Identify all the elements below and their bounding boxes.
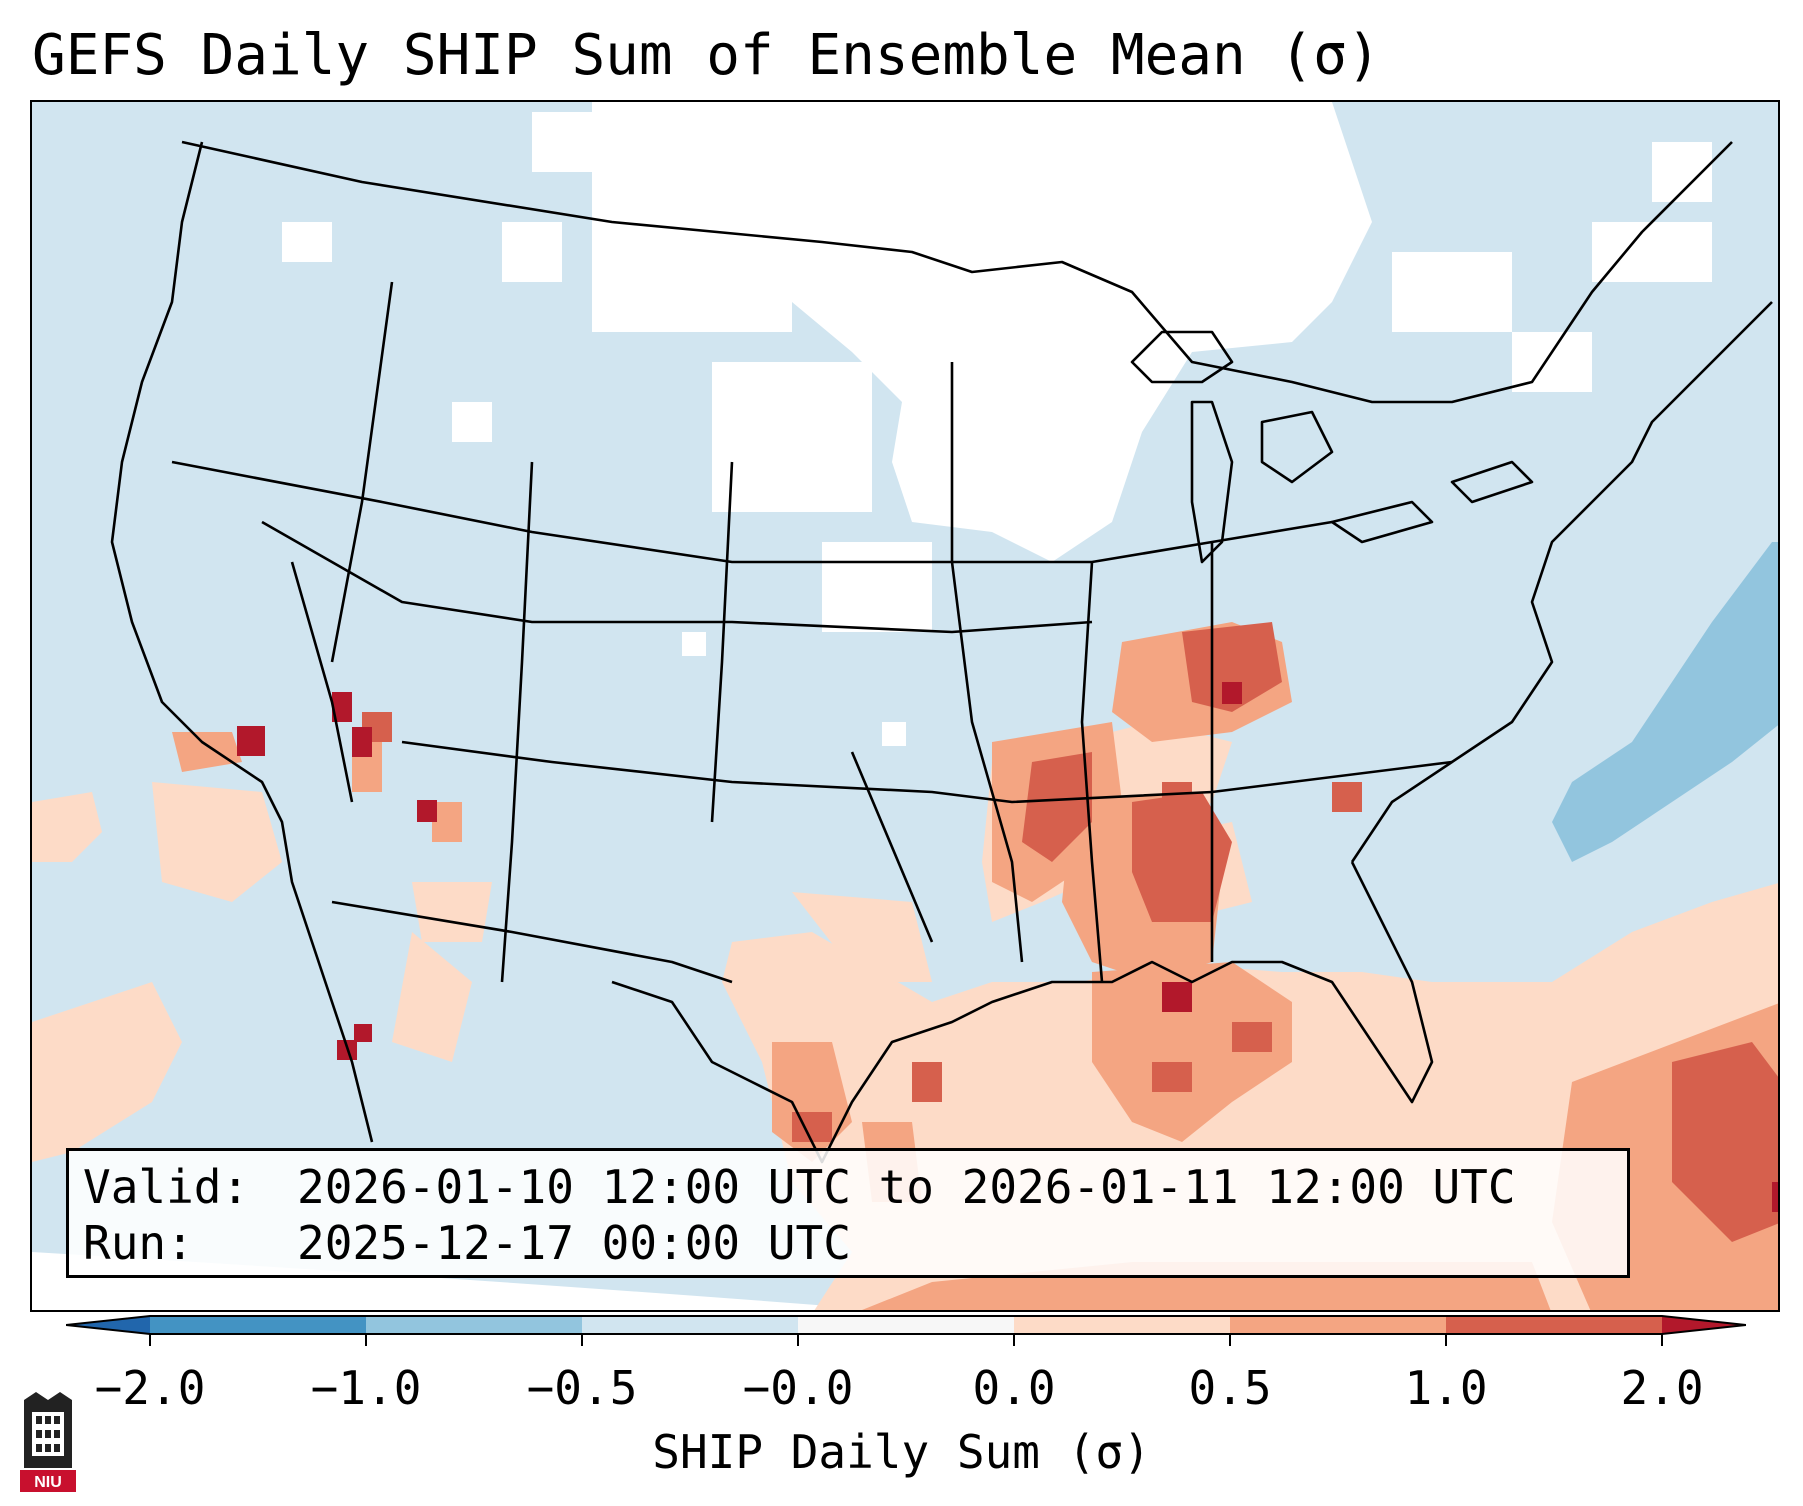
colorbar-bin (150, 1316, 367, 1334)
valid-time-line: Valid: 2026-01-10 12:00 UTC to 2026-01-11… (83, 1159, 1613, 1215)
niu-logo: NIU (20, 1392, 76, 1492)
colorbar-bin (1014, 1316, 1231, 1334)
colorbar-tick-label: −0.5 (526, 1361, 638, 1415)
colorbar-bin (366, 1316, 583, 1334)
no-signal-regions (282, 102, 1712, 746)
colorbar-label: SHIP Daily Sum (σ) (652, 1425, 1151, 1479)
colorbar-tick-label: −1.0 (310, 1361, 422, 1415)
colorbar-tick-label: −0.0 (742, 1361, 854, 1415)
valid-time-value: 2026-01-10 12:00 UTC to 2026-01-11 12:00… (297, 1160, 1516, 1214)
negative-anomaly-atlantic (1552, 542, 1778, 862)
colorbar-tick-label: 1.0 (1404, 1361, 1488, 1415)
colorbar-bin (1446, 1316, 1663, 1334)
colorbar-tick-label: 0.0 (972, 1361, 1056, 1415)
strong-positive-regions (362, 622, 1778, 1242)
colorbar-bin (582, 1316, 799, 1334)
colorbar-tick-label: −2.0 (94, 1361, 206, 1415)
logo-text: NIU (34, 1474, 62, 1491)
colorbar-bin (1230, 1316, 1447, 1334)
run-time-line: Run: 2025-12-17 00:00 UTC (83, 1215, 1613, 1271)
valid-run-info-box: Valid: 2026-01-10 12:00 UTC to 2026-01-11… (66, 1148, 1630, 1278)
geographic-boundaries (110, 140, 1773, 1164)
valid-key: Valid: (83, 1160, 250, 1214)
colorbar (66, 1315, 1746, 1346)
map-panel (30, 100, 1780, 1312)
colorbar-tick-label: 2.0 (1620, 1361, 1704, 1415)
colorbar-bin (798, 1316, 1015, 1334)
run-time-value: 2025-12-17 00:00 UTC (297, 1216, 851, 1270)
colorbar-bins (150, 1316, 1663, 1334)
figure-title: GEFS Daily SHIP Sum of Ensemble Mean (σ) (32, 23, 1381, 88)
colorbar-over-arrow (1662, 1316, 1746, 1334)
extreme-positive-regions (237, 682, 1778, 1212)
colorbar-ticks (149, 1334, 1663, 1346)
colorbar-under-arrow (66, 1316, 150, 1334)
run-key: Run: (83, 1216, 194, 1270)
colorbar-tick-label: 0.5 (1188, 1361, 1272, 1415)
map-canvas (32, 102, 1778, 1310)
